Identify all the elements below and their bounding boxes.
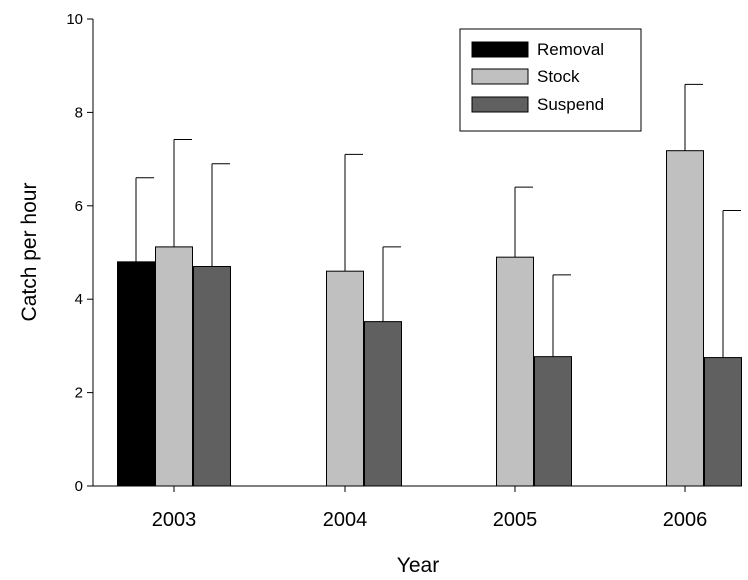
x-axis-labels: 2003 2004 2005 2006 [152, 486, 708, 531]
y-tick-label: 6 [75, 198, 83, 215]
legend-label-stock: Stock [537, 67, 580, 86]
x-tick-label-2004: 2004 [323, 509, 368, 531]
bar-suspend-2003 [193, 266, 231, 487]
x-tick-label-2006: 2006 [663, 509, 708, 531]
y-tick-label: 2 [75, 385, 83, 402]
bar-suspend-2006 [704, 357, 742, 487]
legend: Removal Stock Suspend [459, 28, 642, 132]
bar-stock-2005 [496, 256, 534, 487]
y-tick-label: 4 [75, 291, 83, 308]
bar-stock-2003 [155, 246, 193, 487]
legend-label-removal: Removal [537, 40, 604, 59]
x-axis-title: Year [397, 554, 439, 577]
y-tick-label: 8 [75, 104, 83, 121]
y-axis-ticks: 0 2 4 6 8 10 [66, 11, 93, 495]
bar-suspend-2005 [534, 356, 572, 487]
error-bars [135, 83, 741, 358]
y-axis-title: Catch per hour [18, 183, 41, 322]
bar-stock-2004 [326, 270, 364, 487]
legend-label-suspend: Suspend [537, 95, 604, 114]
bar-stock-2006 [666, 150, 704, 487]
legend-swatch-suspend [471, 96, 529, 113]
y-tick-label: 0 [75, 478, 83, 495]
bar-suspend-2004 [364, 321, 402, 487]
x-tick-label-2003: 2003 [152, 509, 197, 531]
x-tick-label-2005: 2005 [493, 509, 538, 531]
legend-swatch-stock [471, 68, 529, 85]
bars [117, 150, 742, 487]
legend-swatch-removal [471, 41, 529, 58]
y-tick-label: 10 [66, 11, 83, 28]
bar-removal-2003 [117, 261, 155, 487]
